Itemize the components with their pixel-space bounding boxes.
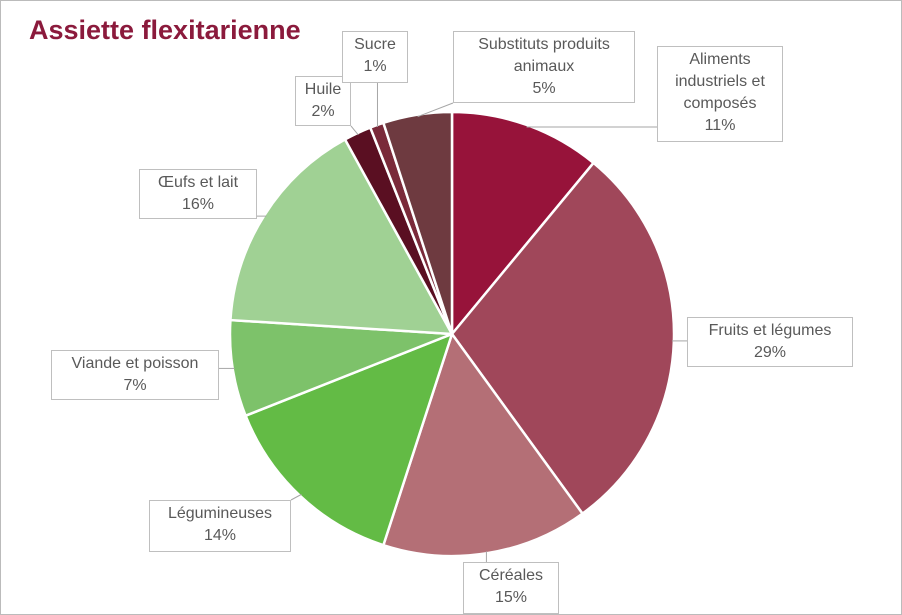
category-label: Œufs et lait bbox=[157, 174, 239, 191]
category-label: Légumineuses bbox=[167, 505, 273, 522]
pie-slice bbox=[229, 137, 455, 336]
slice-label: Viande et poisson 7% bbox=[51, 350, 219, 400]
category-label: Huile bbox=[304, 81, 342, 98]
slice-label: Fruits et légumes 29% bbox=[687, 317, 853, 367]
slice-label: Œufs et lait 16% bbox=[139, 169, 257, 219]
pie-slice bbox=[450, 110, 596, 338]
value-label: 14% bbox=[203, 527, 237, 544]
pie-slice bbox=[381, 110, 454, 335]
category-label: Céréales bbox=[478, 567, 544, 584]
value-label: 7% bbox=[123, 377, 147, 394]
pie-slice bbox=[243, 331, 455, 547]
slice-label: Aliments industriels et composés 11% bbox=[657, 46, 783, 142]
chart-title: Assiette flexitarienne bbox=[29, 15, 301, 45]
value-label: 1% bbox=[363, 58, 387, 75]
category-label: Sucre bbox=[354, 36, 396, 53]
slice-label: Légumineuses 14% bbox=[149, 500, 291, 552]
leader-line bbox=[350, 125, 359, 136]
value-label: 15% bbox=[494, 589, 528, 606]
value-label: 2% bbox=[311, 103, 335, 120]
value-label: 5% bbox=[532, 80, 556, 97]
slice-label: Sucre 1% bbox=[342, 31, 408, 83]
value-label: 11% bbox=[704, 117, 736, 134]
value-label: 29% bbox=[753, 344, 787, 361]
leader-line bbox=[417, 102, 454, 118]
category-label: Aliments industriels et composés bbox=[675, 51, 765, 112]
value-label: 16% bbox=[181, 196, 215, 213]
slice-label: Céréales 15% bbox=[463, 562, 559, 614]
slice-label: Substituts produits animaux 5% bbox=[453, 31, 635, 103]
category-label: Viande et poisson bbox=[71, 355, 199, 372]
leader-lines bbox=[219, 83, 687, 562]
category-label: Fruits et légumes bbox=[708, 322, 832, 339]
leader-line bbox=[290, 493, 302, 501]
category-label: Substituts produits animaux bbox=[478, 36, 610, 75]
slice-label: Huile 2% bbox=[295, 76, 351, 126]
